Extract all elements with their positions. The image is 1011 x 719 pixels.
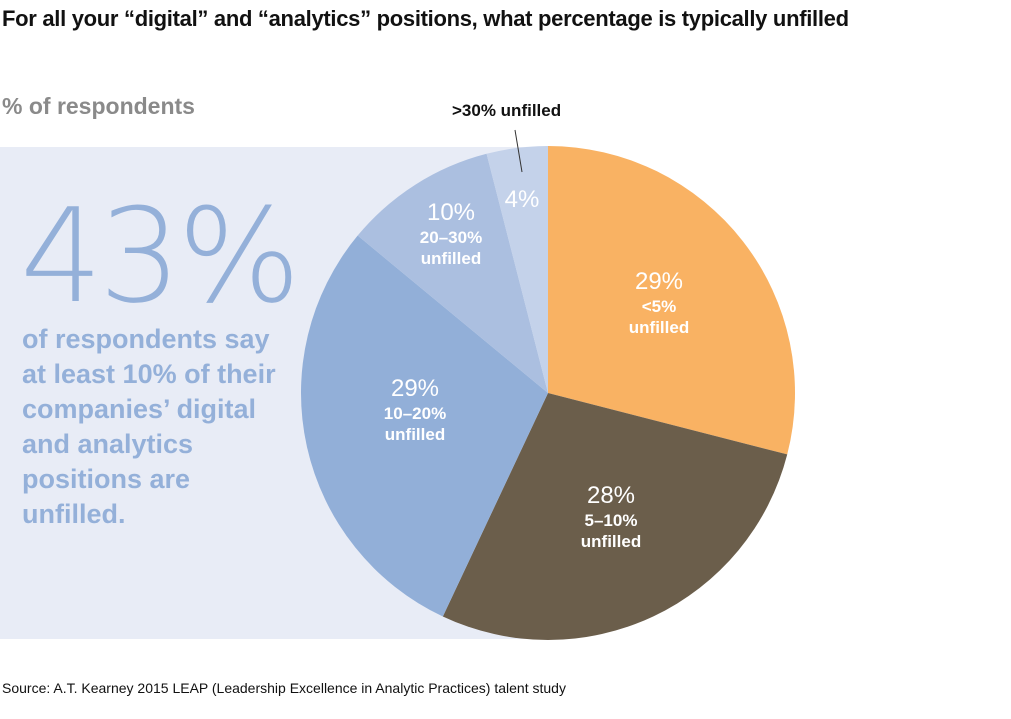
slice-label-10-20: 29% 10–20% unfilled xyxy=(384,375,446,445)
slice-label-lt5: 29% <5% unfilled xyxy=(629,268,689,338)
slice-cat: 5–10% xyxy=(584,511,638,530)
slice-label-5-10: 28% 5–10% unfilled xyxy=(581,482,641,552)
pie-slice-4 xyxy=(486,146,548,393)
chart-subtitle: % of respondents xyxy=(2,93,195,119)
slice-cat: unfilled xyxy=(580,532,642,551)
slice-cat: unfilled xyxy=(420,249,482,268)
slice-pct: 28% xyxy=(586,482,636,509)
slice-label-gt30: 4% xyxy=(505,186,540,214)
slice-label-20-30: 10% 20–30% unfilled xyxy=(420,199,482,269)
slice-cat: <5% xyxy=(641,297,677,316)
slice-pct: 29% xyxy=(634,268,684,295)
source-note: Source: A.T. Kearney 2015 LEAP (Leadersh… xyxy=(2,680,566,696)
chart-title: For all your “digital” and “analytics” p… xyxy=(2,6,849,31)
pie-slice-0 xyxy=(548,146,796,455)
pie-slice-1 xyxy=(442,393,788,640)
slice-cat: 10–20% xyxy=(383,404,447,423)
slice-pct: 29% xyxy=(390,375,440,402)
callout-label: >30% unfilled xyxy=(452,101,562,120)
callout-line xyxy=(514,129,523,173)
pie-slice-2 xyxy=(300,235,548,617)
highlight-text: of respondents say at least 10% of their… xyxy=(22,324,276,529)
pie-slice-3 xyxy=(357,153,548,393)
slice-cat: unfilled xyxy=(628,318,690,337)
highlight-number: 43% xyxy=(20,180,301,332)
slice-cat: 20–30% xyxy=(419,228,483,247)
slice-pct: 4% xyxy=(504,186,540,213)
slice-pct: 10% xyxy=(426,199,476,226)
slice-cat: unfilled xyxy=(384,425,446,444)
